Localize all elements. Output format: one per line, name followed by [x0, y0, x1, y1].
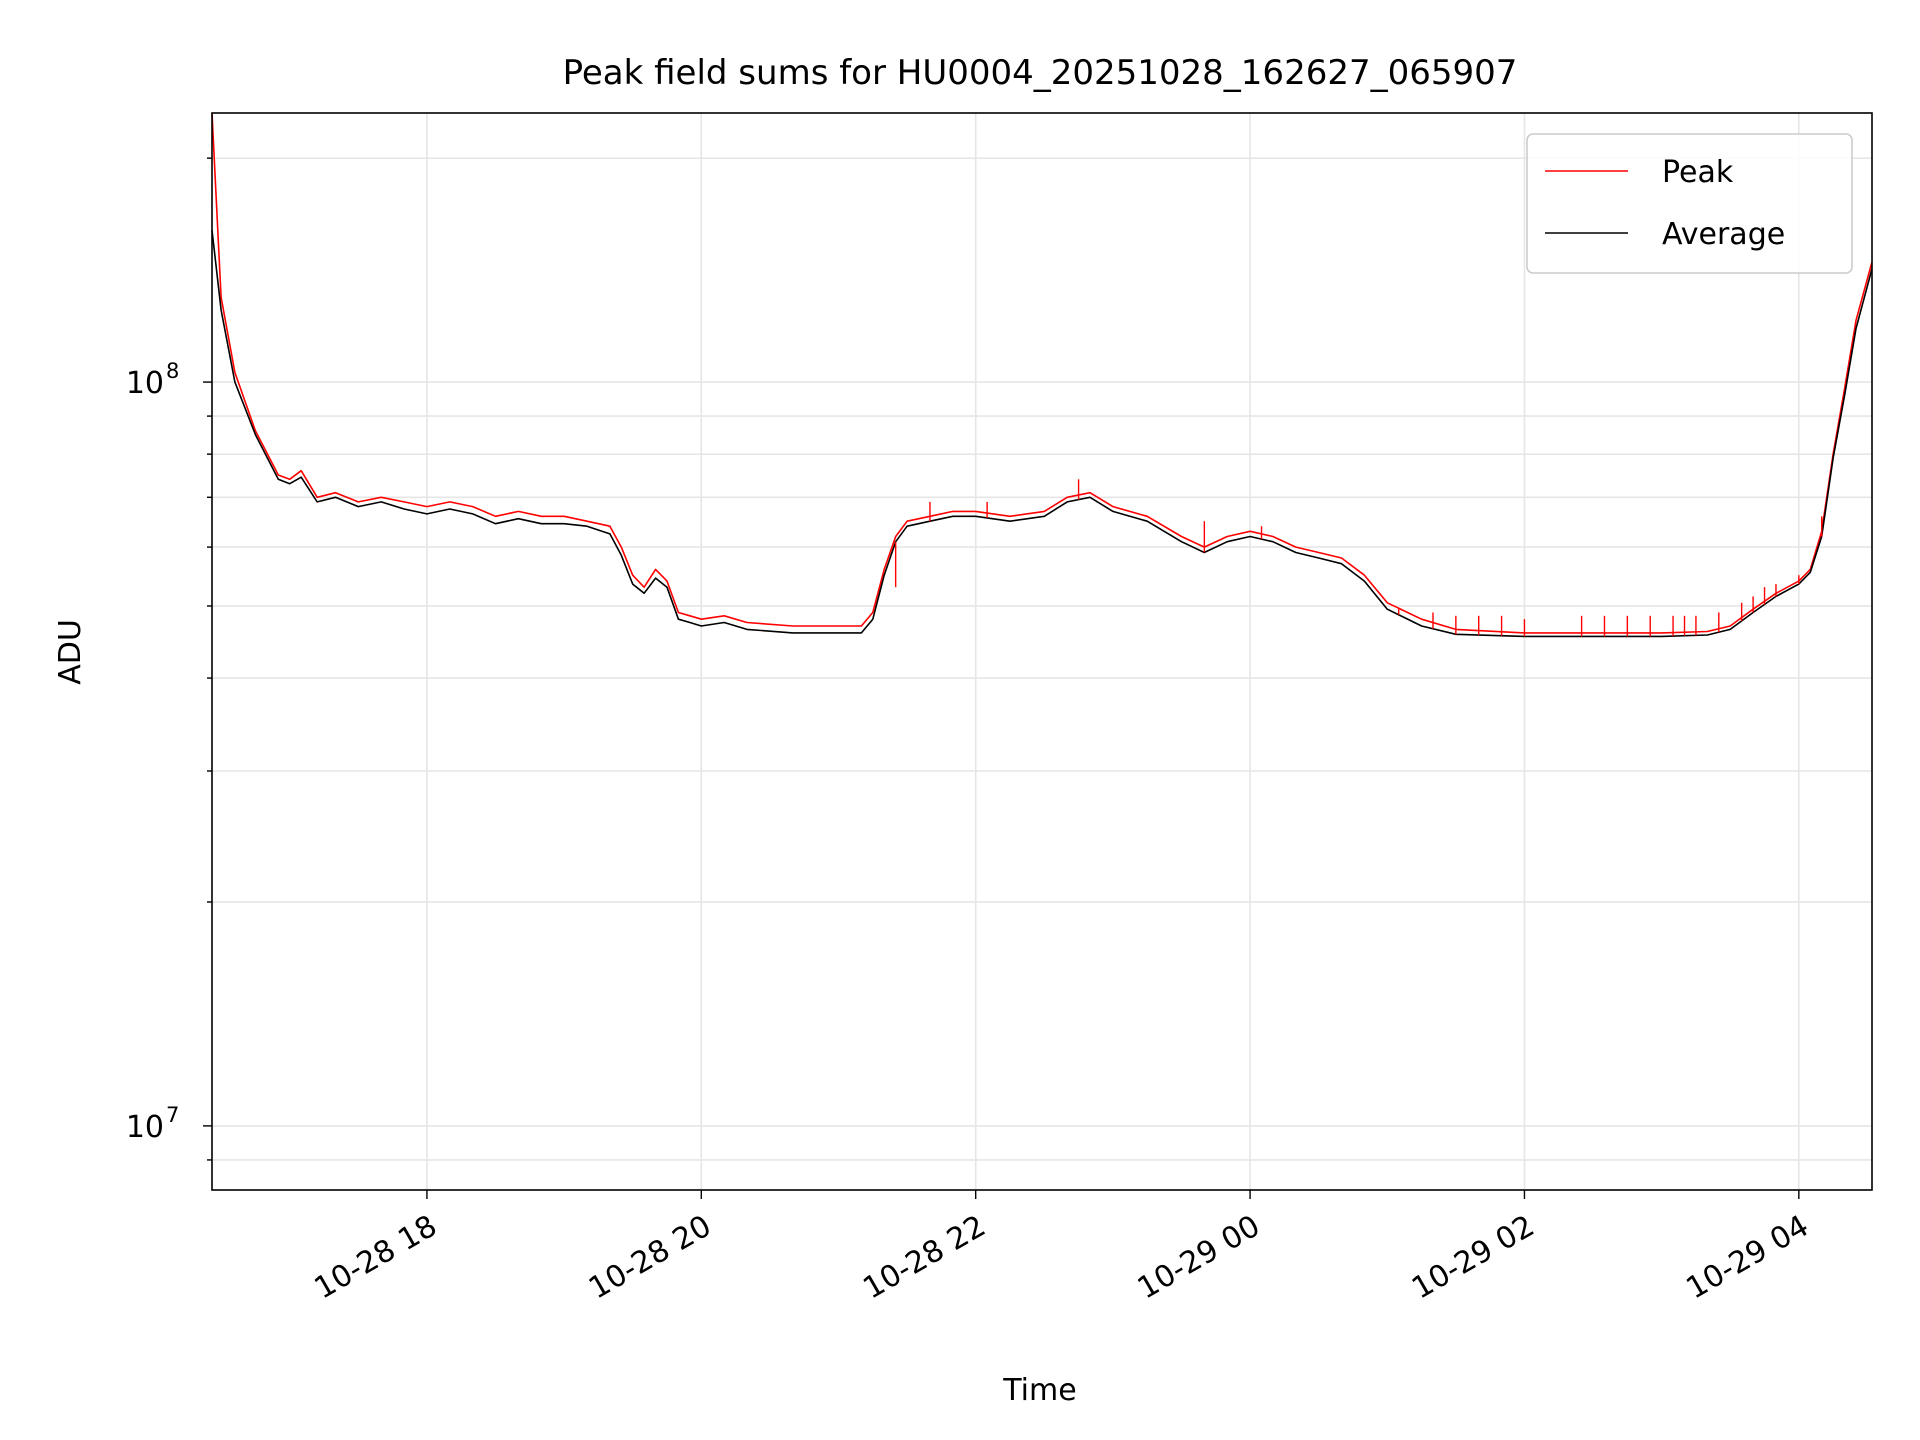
y-tick-label: 10: [126, 366, 164, 401]
legend-box: [1526, 133, 1853, 274]
chart-title: Peak field sums for HU0004_20251028_1626…: [563, 53, 1518, 93]
series-line-average: [211, 230, 1873, 638]
data-series: [211, 112, 1873, 638]
y-tick-exponent: 7: [166, 1103, 179, 1127]
x-axis-label: Time: [1002, 1373, 1076, 1408]
y-axis-label: ADU: [53, 619, 88, 685]
y-tick-label: 10: [126, 1110, 164, 1145]
legend-peak-label: Peak: [1662, 155, 1734, 190]
plot-frame: [211, 112, 1873, 1191]
y-tick-exponent: 8: [166, 359, 179, 383]
grid-lines: [212, 113, 1872, 1190]
legend: Peak Average: [1526, 133, 1853, 274]
legend-average-label: Average: [1662, 217, 1785, 252]
series-line-peak: [211, 112, 1873, 634]
